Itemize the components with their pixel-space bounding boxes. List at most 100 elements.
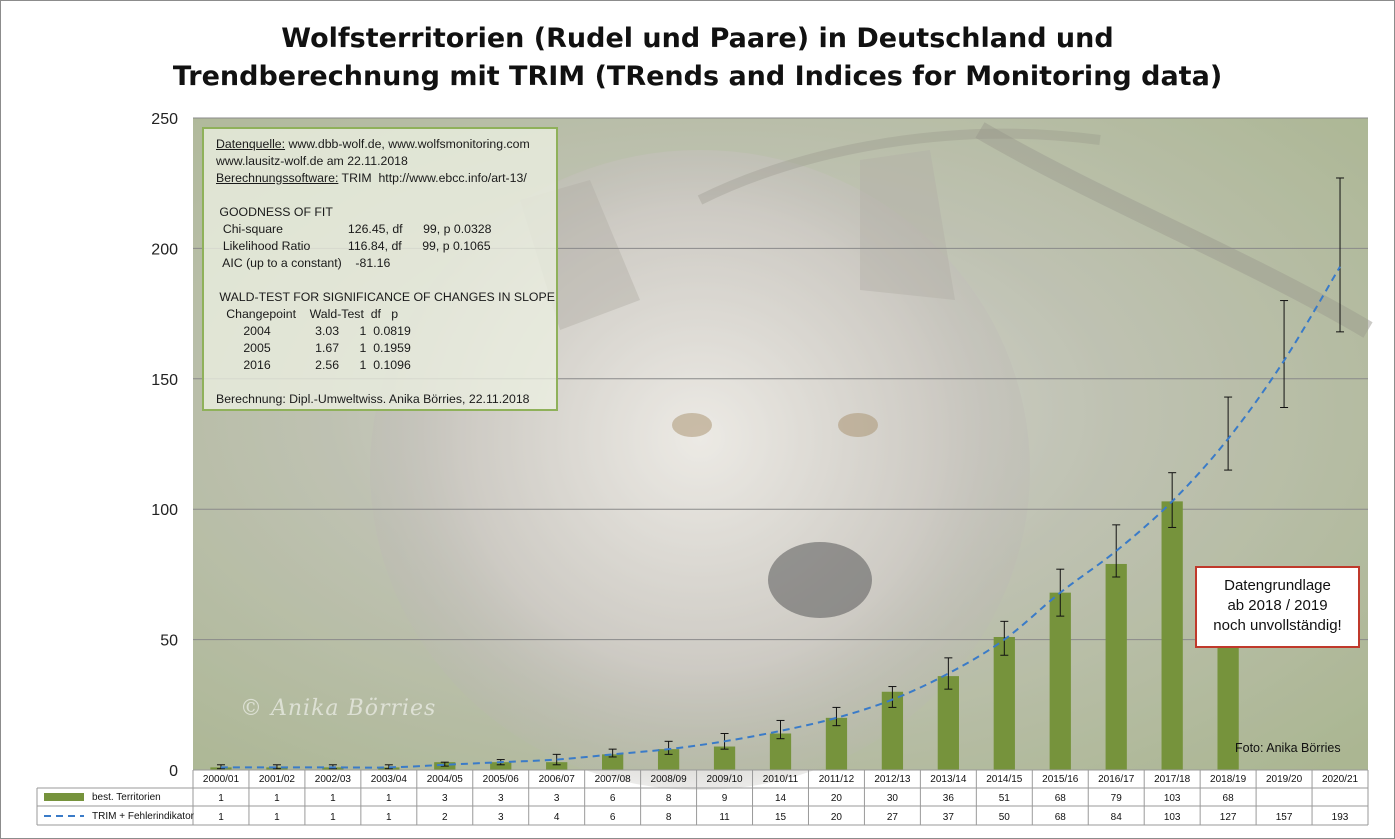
x-tick-label: 2006/07 — [539, 774, 576, 785]
table-cell: 20 — [831, 812, 843, 823]
x-tick-label: 2007/08 — [595, 774, 632, 785]
y-tick-label: 0 — [169, 763, 178, 780]
x-tick-label: 2009/10 — [706, 774, 743, 785]
wald-columns: Changepoint Wald-Test df p — [216, 307, 399, 321]
x-tick-label: 2008/09 — [651, 774, 688, 785]
x-tick-label: 2001/02 — [259, 774, 296, 785]
likelihood-row: Likelihood Ratio 116.84, df 99, p 0.1065 — [216, 239, 491, 253]
trend-line — [220, 266, 1341, 769]
table-cell: 1 — [330, 793, 336, 804]
bar — [881, 691, 904, 770]
data-table: 2000/01 2001/02 2002/03 2003/04 2004/05 2005/… — [36, 769, 1369, 826]
note-line: noch unvollständig! — [1213, 617, 1342, 634]
x-tick-label: 2004/05 — [427, 774, 464, 785]
x-tick-label: 2011/12 — [819, 774, 855, 785]
wald-header: WALD-TEST FOR SIGNIFICANCE OF CHANGES IN… — [216, 290, 555, 304]
table-cell: 50 — [999, 812, 1011, 823]
legend-bar-label: best. Territorien — [92, 792, 161, 803]
table-cell: 68 — [1223, 793, 1235, 804]
table-cell: 1 — [330, 812, 336, 823]
table-cell: 11 — [719, 812, 730, 823]
x-tick-label: 2005/06 — [483, 774, 520, 785]
table-cell: 27 — [887, 812, 899, 823]
wald-row: 2005 1.67 1 0.1959 — [216, 341, 411, 355]
table-cell: 68 — [1055, 812, 1067, 823]
gof-header: GOODNESS OF FIT — [216, 205, 333, 219]
title-line-2: Trendberechnung mit TRIM (TRends and Ind… — [172, 61, 1223, 92]
y-tick-label: 100 — [151, 502, 178, 519]
x-tick-label: 2019/20 — [1266, 774, 1303, 785]
bar — [937, 676, 959, 770]
x-tick-label: 2016/17 — [1098, 774, 1135, 785]
table-cell: 3 — [554, 793, 560, 804]
table-cell: 36 — [943, 793, 955, 804]
source-label: Datenquelle: — [216, 137, 286, 151]
x-tick-label: 2000/01 — [203, 774, 240, 785]
table-cell: 103 — [1164, 793, 1181, 804]
source-text: www.dbb-wolf.de, www.wolfsmonitoring.com — [285, 137, 530, 151]
x-tick-label: 2013/14 — [930, 774, 967, 785]
table-cell: 14 — [775, 793, 787, 804]
legend-trend-label: TRIM + Fehlerindikator — [92, 811, 195, 822]
bar — [1105, 563, 1127, 770]
software-text: TRIM http://www.ebcc.info/art-13/ — [338, 171, 527, 185]
bar — [993, 636, 1015, 770]
bar — [657, 749, 680, 770]
table-cell: 84 — [1111, 812, 1123, 823]
table-cell: 79 — [1111, 793, 1123, 804]
bar — [602, 754, 624, 770]
table-cell: 8 — [666, 793, 672, 804]
table-cell: 1 — [274, 793, 280, 804]
x-tick-label: 2010/11 — [763, 774, 799, 785]
table-cell: 1 — [386, 793, 392, 804]
bar — [1049, 592, 1071, 770]
table-cell: 193 — [1332, 812, 1349, 823]
table-cell: 20 — [831, 793, 843, 804]
wald-row: 2016 2.56 1 0.1096 — [216, 358, 411, 372]
data-incomplete-note: Datengrundlage ab 2018 / 2019 noch unvol… — [1195, 566, 1360, 648]
bar — [769, 733, 792, 770]
title-line-1: Wolfsterritorien (Rudel und Paare) in De… — [281, 23, 1114, 54]
bar — [490, 762, 512, 770]
source-line-2: www.lausitz-wolf.de am 22.11.2018 — [216, 154, 408, 168]
x-tick-label: 2014/15 — [986, 774, 1023, 785]
table-cell: 8 — [666, 812, 672, 823]
info-box: Datenquelle: www.dbb-wolf.de, www.wolfsm… — [202, 127, 558, 411]
software-label: Berechnungssoftware: — [216, 171, 339, 185]
chart-title: Wolfsterritorien (Rudel und Paare) in De… — [0, 20, 1395, 96]
bar — [1161, 501, 1183, 770]
wald-row: 2004 3.03 1 0.0819 — [216, 324, 411, 338]
table-cell: 3 — [498, 793, 504, 804]
table-cell: 1 — [386, 812, 392, 823]
table-cell: 37 — [943, 812, 955, 823]
bar — [825, 717, 848, 770]
table-cell: 127 — [1220, 812, 1237, 823]
note-line: Datengrundlage — [1224, 577, 1331, 594]
table-cell: 1 — [218, 812, 224, 823]
table-cell: 2 — [442, 812, 448, 823]
x-tick-label: 2017/18 — [1154, 774, 1191, 785]
x-tick-label: 2003/04 — [371, 774, 408, 785]
note-line: ab 2018 / 2019 — [1227, 597, 1328, 614]
x-tick-label: 2020/21 — [1322, 774, 1359, 785]
table-cell: 30 — [887, 793, 899, 804]
table-cell: 6 — [610, 793, 616, 804]
table-cell: 1 — [274, 812, 280, 823]
legend-bar-swatch — [44, 793, 84, 801]
y-axis: 0 50 100 150 200 250 — [151, 111, 178, 780]
table-cell: 3 — [498, 812, 504, 823]
chi-square-row: Chi-square 126.45, df 99, p 0.0328 — [216, 222, 492, 236]
table-cell: 103 — [1164, 812, 1181, 823]
x-tick-label: 2002/03 — [315, 774, 352, 785]
table-cell: 1 — [218, 793, 224, 804]
x-tick-label: 2018/19 — [1210, 774, 1247, 785]
bar — [713, 746, 736, 770]
table-cell: 51 — [999, 793, 1011, 804]
x-tick-label: 2012/13 — [874, 774, 911, 785]
calc-by: Berechnung: Dipl.-Umweltwiss. Anika Börr… — [216, 392, 530, 406]
bar — [546, 762, 568, 770]
table-cell: 3 — [442, 793, 448, 804]
table-cell: 4 — [554, 812, 560, 823]
trend-line-path — [220, 266, 1341, 769]
y-tick-label: 250 — [151, 111, 178, 128]
